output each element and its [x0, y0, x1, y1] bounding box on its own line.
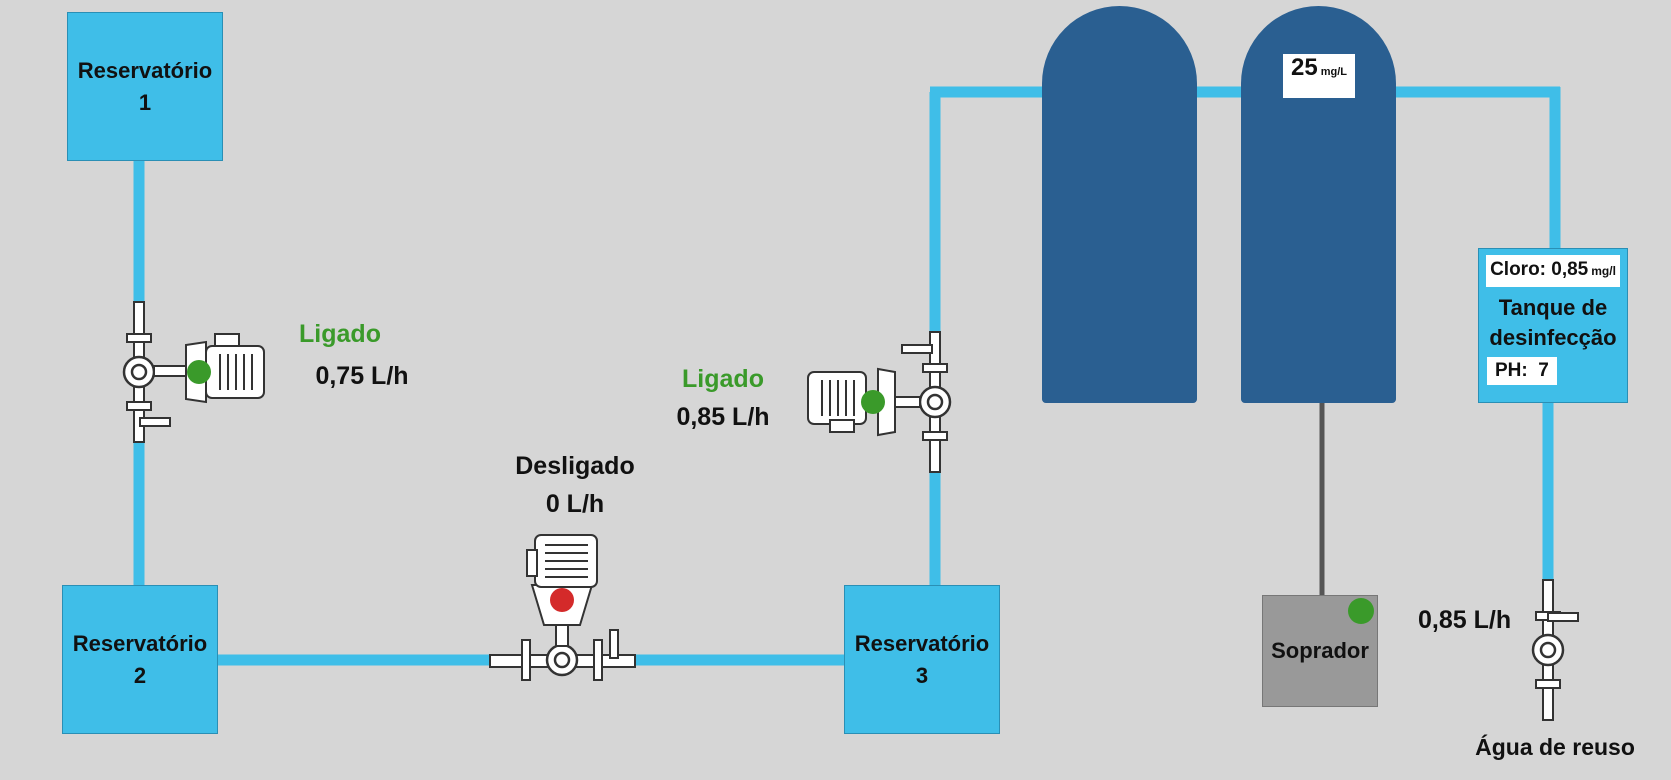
disinfection-tank[interactable]: Cloro: 0,85 mg/l Tanque de desinfecção P… [1478, 248, 1628, 403]
reservoir-3-name: Reservatório [854, 630, 990, 656]
outlet-valve[interactable] [1531, 578, 1579, 722]
reactor-value: 25 [1291, 54, 1318, 81]
ph-reading: PH: 7 [1487, 357, 1557, 385]
reservoir-1-name: Reservatório [77, 57, 213, 83]
blower-status-indicator [1348, 598, 1374, 624]
pump-3-flow: 0,85 L/h [676, 403, 770, 431]
chlorine-unit: mg/l [1591, 264, 1616, 278]
pump-2-status-indicator [550, 588, 574, 612]
pump-1-flow: 0,75 L/h [315, 362, 409, 390]
chlorine-reading: Cloro: 0,85 mg/l [1486, 255, 1620, 287]
blower-label: Soprador [1271, 638, 1369, 663]
reservoir-2-number: 2 [133, 662, 147, 688]
pump-1-status: Ligado [299, 320, 381, 348]
pump-3-status: Ligado [682, 365, 764, 393]
reservoir-2[interactable]: Reservatório 2 [62, 585, 218, 734]
outlet-flow: 0,85 L/h [1418, 606, 1512, 634]
reservoir-3-number: 3 [915, 662, 929, 688]
disinfection-title-line1: Tanque de [1498, 295, 1608, 320]
disinfection-title-line2: desinfecção [1489, 325, 1617, 350]
pump-2[interactable] [489, 534, 636, 681]
chlorine-value: Cloro: 0,85 [1490, 259, 1589, 280]
reservoir-2-name: Reservatório [72, 630, 208, 656]
pump-1-status-indicator [187, 360, 211, 384]
reservoir-3[interactable]: Reservatório 3 [844, 585, 1000, 734]
pump-2-status: Desligado [515, 452, 635, 480]
reservoir-1[interactable]: Reservatório 1 [67, 12, 223, 161]
reservoir-1-number: 1 [138, 89, 152, 115]
reactor-tank-1[interactable] [1042, 6, 1197, 403]
reactor-reading: 25 mg/L [1283, 54, 1355, 98]
pump-2-flow: 0 L/h [545, 490, 605, 518]
pump-3-status-indicator [861, 390, 885, 414]
reactor-unit: mg/L [1320, 66, 1347, 78]
outlet-label: Água de reuso [1475, 734, 1635, 760]
